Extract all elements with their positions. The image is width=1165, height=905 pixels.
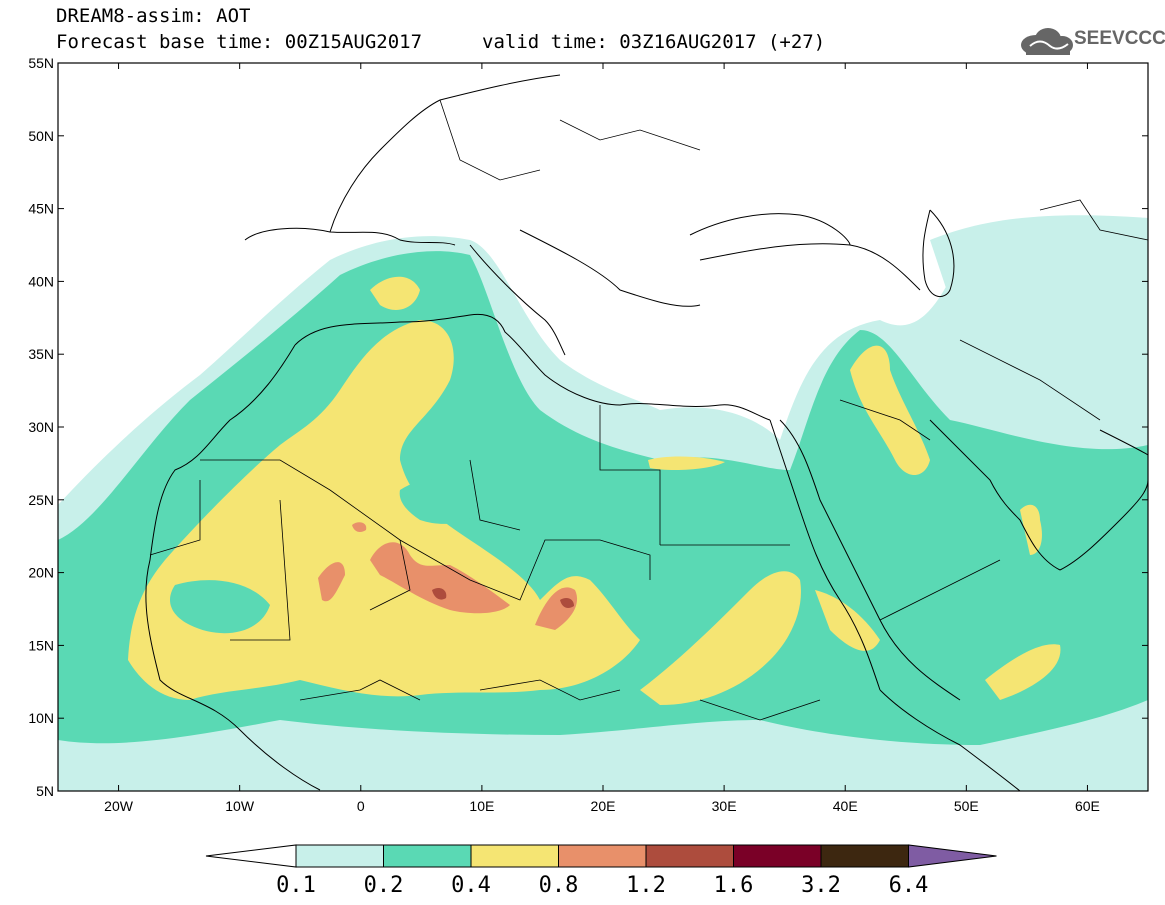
aot-band-0.4-iberia [370,276,420,310]
colorbar-label: 1.2 [626,873,666,898]
lat-label: 30N [28,419,54,435]
colorbar-segment [295,844,384,868]
coast-arabia [779,419,961,701]
coast-europe [329,74,561,233]
lon-label: 20E [591,798,616,814]
colorbar-label: 6.4 [889,873,929,898]
aot-band-0.4-arabian-sea [985,644,1061,700]
lon-label: 50E [954,798,979,814]
lon-label: 60E [1075,798,1100,814]
colorbar-segment [470,844,559,868]
aot-band-0.8-b [318,562,345,602]
aot-band-0.4-gulf [1020,504,1042,555]
valid-time: valid time: 03Z16AUG2017 (+27) [482,31,826,53]
longitude-axis: 20W 10W 0 10E 20E 30E 40E 50E 60E [104,63,1100,814]
map-title: DREAM8-assim: AOT [56,5,251,27]
coast-india [1099,429,1148,456]
aot-band-0.4-egypt [648,456,725,470]
coast-africa-west [145,344,321,791]
coast-africa-north [294,313,771,421]
lat-label: 25N [28,492,54,508]
coast-balkans [519,229,701,307]
borders [149,99,1148,721]
lon-label: 10W [225,798,255,814]
aot-band-1.2-b [560,598,574,608]
coast-red-sea [769,419,881,691]
lon-label: 30E [712,798,737,814]
forecast-base-time: Forecast base time: 00Z15AUG2017 [56,31,423,53]
lon-label: 40E [833,798,858,814]
lon-label: 10E [469,798,494,814]
aot-band-0.2-inner [170,580,270,634]
aot-band-0.4-sudan [640,571,801,705]
colorbar-segment [558,844,647,868]
lat-label: 15N [28,637,54,653]
aot-band-0.2-inner2 [399,479,490,524]
colorbar-label: 3.2 [801,873,841,898]
lat-label: 20N [28,565,54,581]
lon-label: 20W [104,798,134,814]
colorbar-label: 1.6 [714,873,754,898]
lon-label: 0 [357,798,365,814]
colorbar-segment [645,844,734,868]
colorbar-segment [820,844,909,868]
colorbar-label: 0.2 [364,873,404,898]
aot-band-0.4-red-sea [815,590,880,651]
colorbar-over-triangle [908,844,997,868]
lat-label: 40N [28,273,54,289]
seevccc-logo [1021,28,1073,55]
coast-italy [469,244,566,356]
lat-label: 55N [28,55,54,71]
coast-arabian-sea [1059,479,1148,571]
coast-iberia-west [244,227,456,246]
latitude-axis: 55N 50N 45N 40N 35N 30N 25N 20N 15N 10N 5N [28,55,1148,799]
aot-band-1.2 [432,587,447,600]
aot-band-0.1-north [930,215,1148,312]
lat-label: 50N [28,128,54,144]
coast-gulf [929,419,1061,571]
aot-band-0.8-d [352,522,367,533]
coast-caspian [922,209,955,298]
aot-field [58,215,1148,791]
logo-text: SEEVCCC [1074,28,1165,49]
aot-band-0.4-arabia [850,345,930,475]
colorbar-segment [733,844,822,868]
colorbar-segment [383,844,472,868]
coast-east-africa [879,689,1021,791]
lat-label: 45N [28,201,54,217]
cloud-icon [1021,28,1073,55]
colorbar-label: 0.1 [276,873,316,898]
aot-band-0.8 [370,542,510,614]
colorbar-label: 0.4 [451,873,491,898]
colorbar: 0.1 0.2 0.4 0.8 1.2 1.6 3.2 6.4 [205,844,997,898]
coast-turkey [699,243,921,291]
lat-label: 5N [36,783,54,799]
lat-label: 10N [28,710,54,726]
colorbar-label: 0.8 [539,873,579,898]
colorbar-under-triangle [205,844,297,868]
coastlines [145,74,1148,791]
lat-label: 35N [28,346,54,362]
coast-black-sea [689,213,851,246]
